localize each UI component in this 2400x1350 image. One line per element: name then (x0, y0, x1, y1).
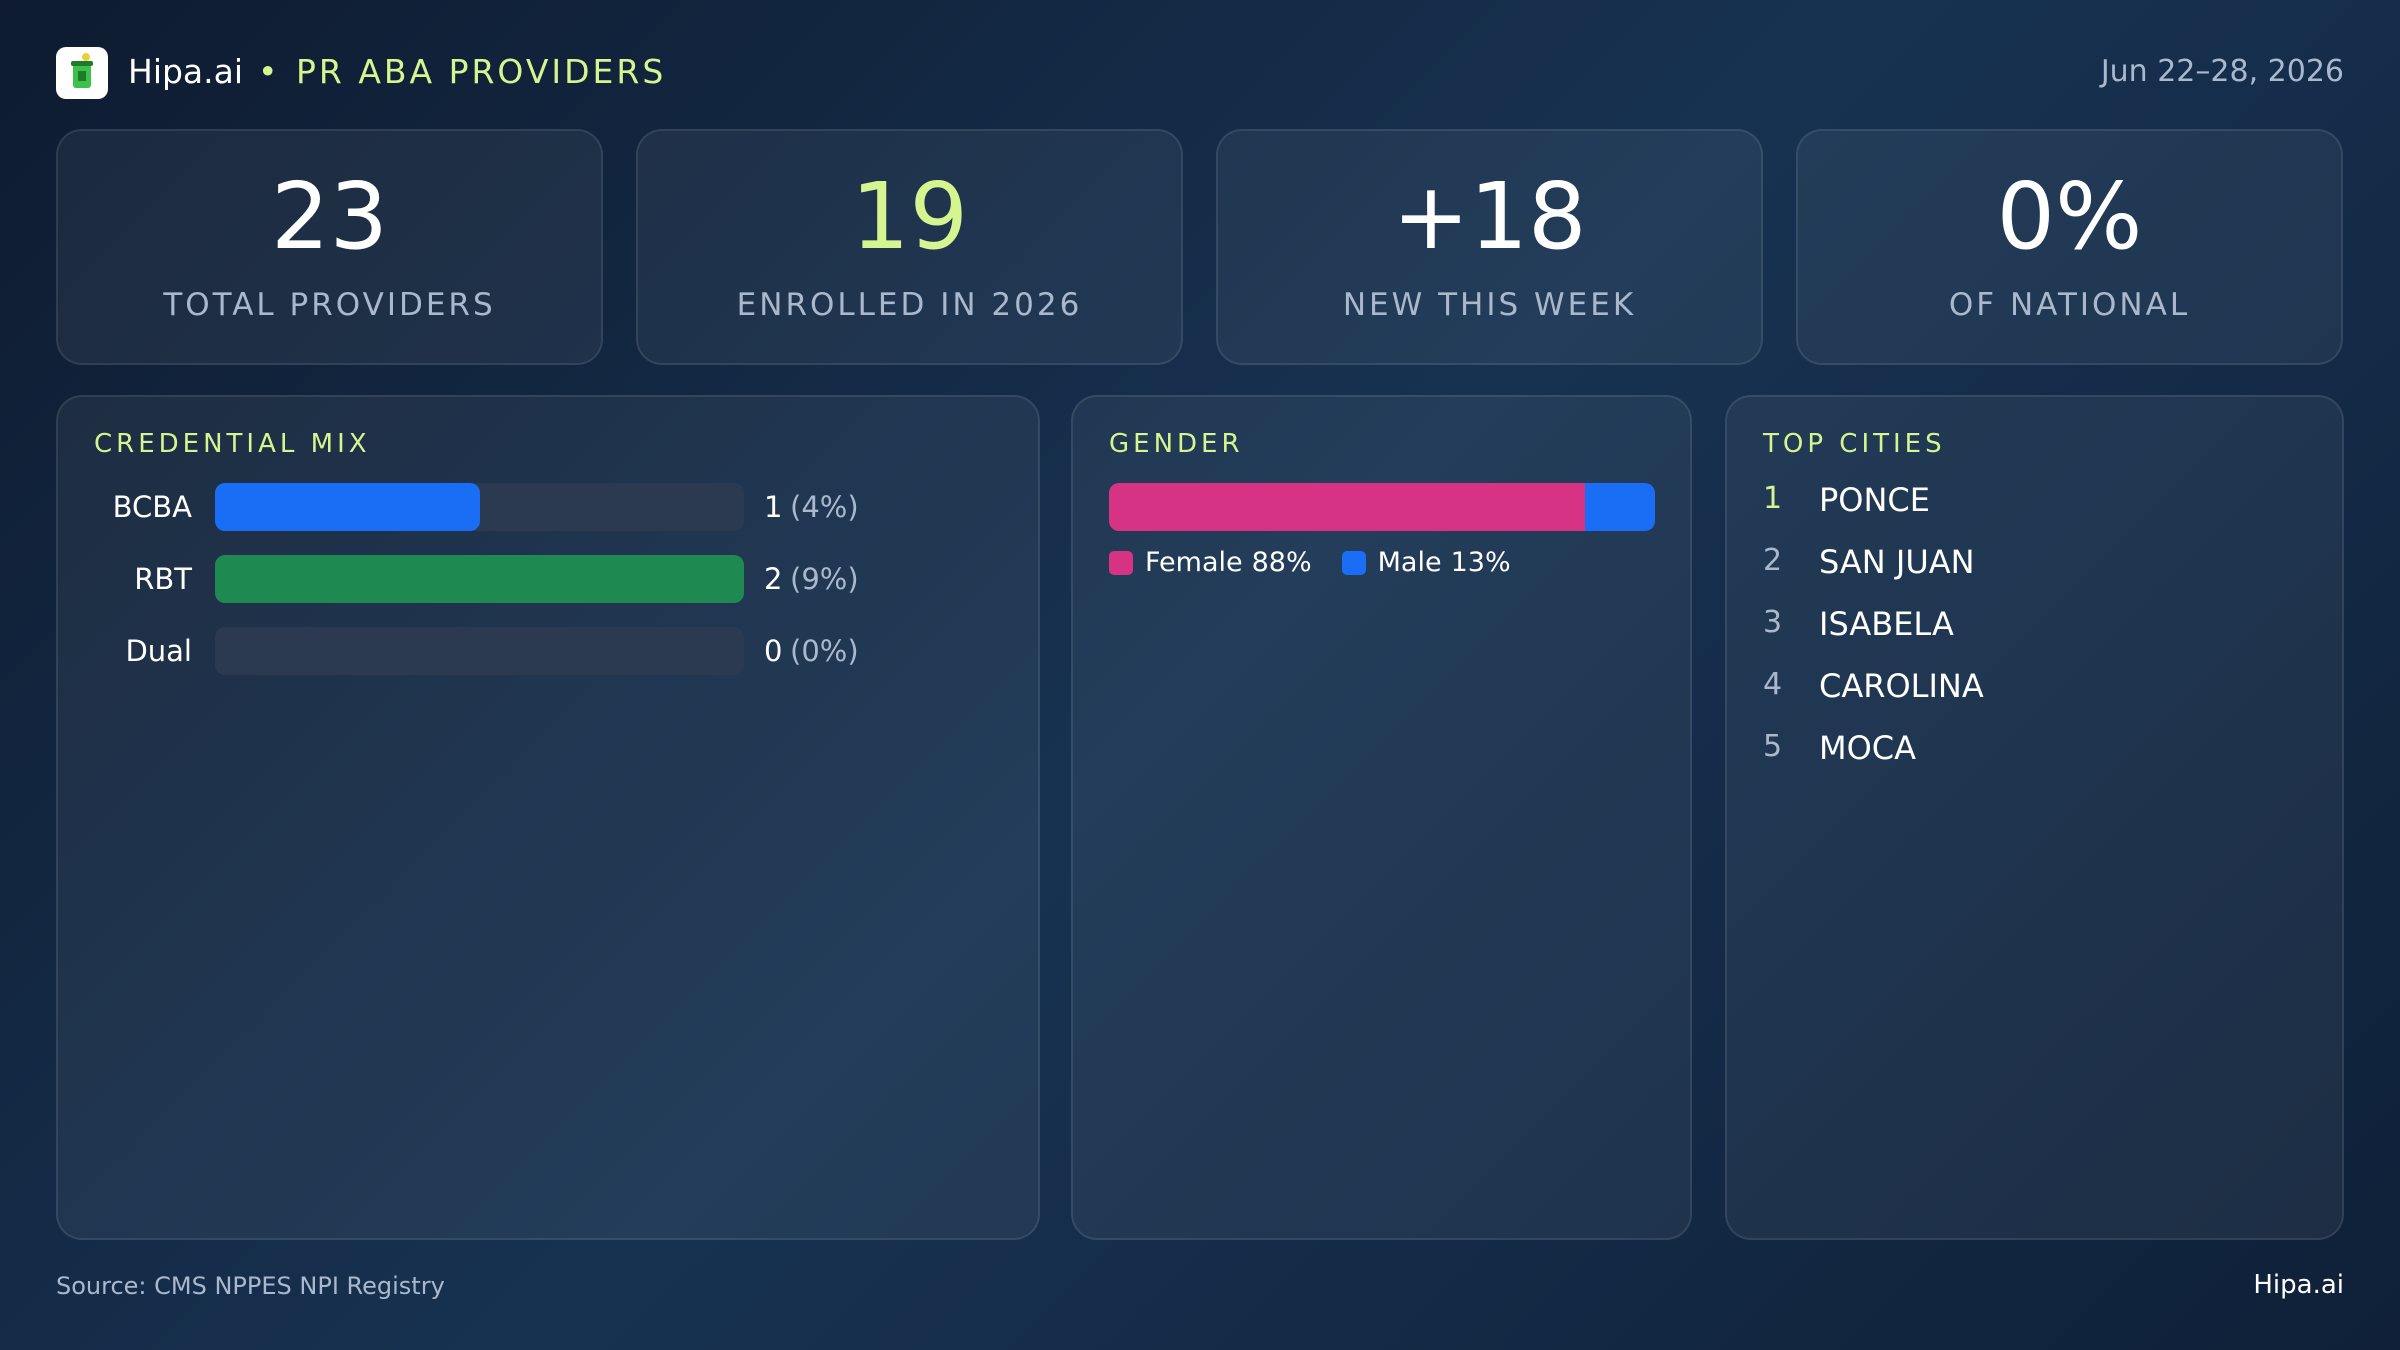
city-name: PONCE (1819, 481, 1930, 519)
stacked-bar (1109, 483, 1655, 531)
legend-text: Female 88% (1145, 547, 1312, 578)
bar-label: Dual (125, 634, 192, 668)
bar-label: RBT (134, 562, 192, 596)
city-rank: 2 (1763, 543, 1783, 578)
section-title: CREDENTIAL MIX (94, 429, 371, 459)
city-name: CAROLINA (1819, 667, 1984, 705)
kpi-value: 23 (270, 163, 389, 270)
brand: Hipa.ai (128, 52, 244, 91)
legend-name: Male (1377, 547, 1442, 578)
source: Source: CMS NPPES NPI Registry (56, 1272, 445, 1300)
kpi-card: 19 ENROLLED IN 2026 (636, 129, 1183, 365)
page-title: PR ABA PROVIDERS (296, 52, 667, 91)
kpi-label: ENROLLED IN 2026 (736, 287, 1083, 323)
kpi-value: 0% (1996, 163, 2143, 270)
legend-text: Male 13% (1378, 547, 1511, 578)
kpi-value: 19 (850, 163, 969, 270)
bar (215, 483, 480, 531)
logo-icon (71, 53, 93, 88)
bar-label: BCBA (112, 490, 192, 524)
kpi-label: TOTAL PROVIDERS (163, 287, 496, 323)
city-name: ISABELA (1819, 605, 1954, 643)
bar-segment (1584, 483, 1655, 531)
bar-value: 0 (764, 634, 783, 668)
section-title: GENDER (1109, 429, 1244, 459)
city-rank: 1 (1763, 481, 1783, 516)
bar-percent: (9%) (790, 562, 859, 596)
legend-value: 88% (1251, 547, 1312, 578)
bar (215, 555, 744, 603)
legend-item: Female 88% (1109, 547, 1312, 578)
kpi-card: 23 TOTAL PROVIDERS (56, 129, 603, 365)
legend-swatch (1341, 550, 1366, 575)
bar-percent: (4%) (790, 490, 859, 524)
credential-panel: CREDENTIAL MIX BCBA 1 (4%) RBT 2 (9%) Dual 0 (0%… (56, 395, 1040, 1240)
footer-brand: Hipa.ai (2253, 1270, 2344, 1300)
bar-value: 1 (764, 490, 783, 524)
legend: Female 88% Male 13% (1109, 547, 1511, 578)
section-title: TOP CITIES (1763, 429, 1946, 459)
kpi-card: 0% OF NATIONAL (1796, 129, 2343, 365)
bar-track (215, 627, 744, 675)
gender-panel: GENDER Female 88% Male 13% (1071, 395, 1692, 1240)
date-range: Jun 22–28, 2026 (2100, 54, 2344, 89)
bar-value: 2 (764, 562, 783, 596)
bar-percent: (0%) (790, 634, 859, 668)
kpi-card: +18 NEW THIS WEEK (1216, 129, 1763, 365)
city-name: SAN JUAN (1819, 543, 1975, 581)
legend-name: Female (1145, 547, 1243, 578)
kpi-label: NEW THIS WEEK (1342, 287, 1637, 323)
legend-value: 13% (1450, 547, 1511, 578)
separator-dot: • (258, 52, 278, 91)
city-rank: 3 (1763, 605, 1783, 640)
logo (56, 47, 108, 99)
city-name: MOCA (1819, 729, 1917, 767)
city-rank: 5 (1763, 729, 1783, 764)
legend-swatch (1109, 550, 1133, 575)
bar-segment (1109, 483, 1585, 531)
kpi-label: OF NATIONAL (1948, 287, 2191, 323)
cities-panel: TOP CITIES 1 PONCE 2 SAN JUAN 3 ISABELA 4 CAROL… (1725, 395, 2344, 1240)
legend-item: Male 13% (1341, 547, 1511, 578)
city-rank: 4 (1763, 667, 1783, 702)
kpi-value: +18 (1392, 163, 1587, 270)
